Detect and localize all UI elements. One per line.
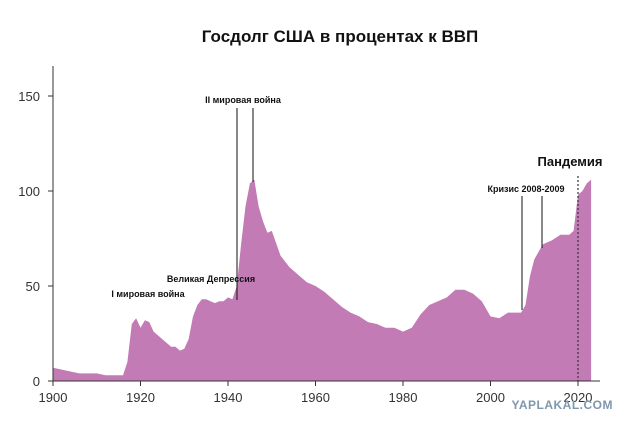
annotation-crisis: Кризис 2008-2009 bbox=[487, 184, 564, 194]
x-tick-label: 1980 bbox=[389, 390, 418, 405]
ticks: 1900 1920 1940 1960 1980 2000 2020 0 50 100 150 bbox=[18, 89, 592, 405]
annotation-ww1: I мировая война bbox=[111, 289, 185, 299]
annotations: I мировая война Великая Депрессия II мир… bbox=[111, 95, 602, 381]
annotation-ww2: II мировая война bbox=[205, 95, 282, 105]
x-tick-label: 1900 bbox=[39, 390, 68, 405]
y-tick-label: 100 bbox=[18, 184, 40, 199]
y-tick-label: 0 bbox=[33, 374, 40, 389]
x-tick-label: 2000 bbox=[476, 390, 505, 405]
y-tick-label: 50 bbox=[26, 279, 40, 294]
area-layer bbox=[53, 179, 592, 381]
annotation-pandemic: Пандемия bbox=[538, 154, 603, 169]
chart-title: Госдолг США в процентах к ВВП bbox=[202, 27, 478, 46]
x-tick-label: 1960 bbox=[301, 390, 330, 405]
y-tick-label: 150 bbox=[18, 89, 40, 104]
axes bbox=[52, 66, 600, 382]
x-tick-label: 2020 bbox=[564, 390, 593, 405]
x-tick-label: 1940 bbox=[214, 390, 243, 405]
x-tick-label: 1920 bbox=[126, 390, 155, 405]
watermark: YAPLAKAL.COM bbox=[511, 398, 613, 412]
debt-area bbox=[53, 179, 592, 381]
annotation-depression: Великая Депрессия bbox=[167, 274, 255, 284]
